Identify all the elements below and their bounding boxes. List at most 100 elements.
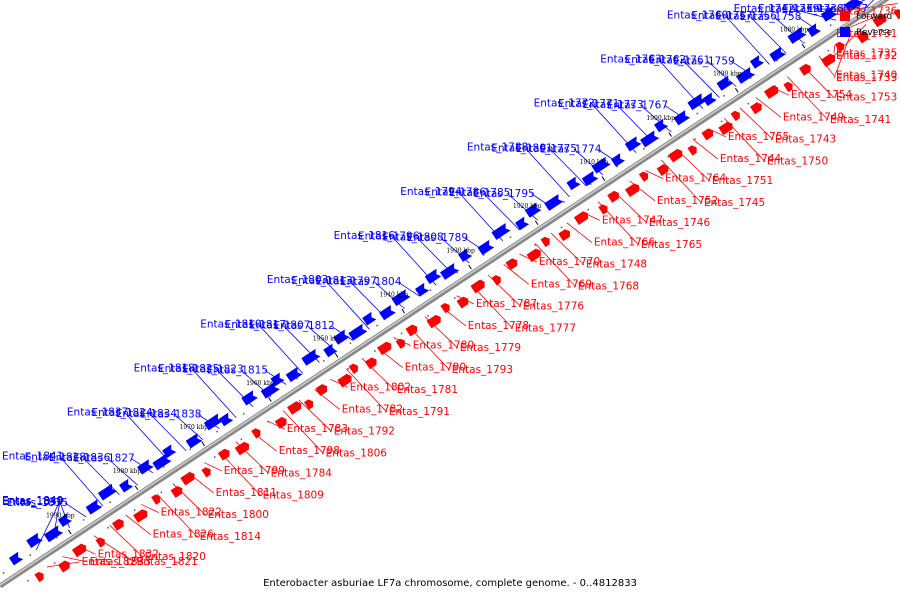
forward-gene-arrow	[251, 428, 261, 439]
gene-label: Entas_1841	[2, 451, 63, 463]
gene-label: Entas_1821	[137, 556, 198, 568]
reverse-gene-arrow	[270, 372, 285, 387]
axis-dot	[509, 236, 512, 238]
leader-line	[345, 368, 387, 413]
kbp-tick	[801, 43, 806, 49]
gene-label: Entas_1757	[691, 10, 752, 22]
gene-label: Entas_1795	[473, 188, 534, 200]
reverse-gene-arrow	[787, 26, 807, 44]
gene-label: Entas_1796	[358, 231, 420, 243]
gene-label: Entas_1813	[291, 275, 352, 287]
gene-label: Entas_1769	[531, 278, 592, 290]
leader-line	[141, 504, 159, 513]
forward-gene-arrow	[763, 85, 779, 99]
reverse-gene-arrow	[185, 433, 203, 449]
axis-dot	[507, 261, 509, 264]
kbp-tick	[734, 87, 739, 93]
leader-line	[755, 97, 782, 118]
axis-dot	[720, 120, 723, 123]
gene-label: Entas_1767	[607, 99, 668, 111]
forward-gene-arrow	[638, 171, 649, 182]
gene-label: Entas_1820	[145, 551, 206, 563]
forward-gene-arrow	[872, 13, 887, 28]
reverse-gene-arrow	[673, 110, 691, 126]
leader-line	[109, 525, 143, 558]
gene-features	[8, 0, 900, 583]
gene-label: Entas_1816	[334, 230, 396, 242]
gene-label: Entas_1737	[807, 3, 868, 15]
gene-label: Entas_1758	[740, 11, 801, 23]
forward-gene-arrow	[180, 471, 195, 486]
gene-label: Entas_1800	[208, 509, 269, 521]
gene-label: Entas_1828	[25, 451, 86, 463]
gene-label: Entas_1826	[153, 529, 215, 541]
axis-dot	[56, 536, 58, 539]
gene-label: Entas_1785	[449, 187, 510, 199]
leader-line	[706, 60, 737, 87]
gene-label: Entas_1775	[516, 143, 577, 155]
gene-label: Entas_1741	[830, 114, 891, 126]
forward-gene-arrow	[701, 128, 714, 141]
leader-line	[173, 413, 204, 440]
reverse-gene-arrow	[348, 323, 368, 341]
axis-dot	[80, 544, 83, 547]
forward-gene-arrow	[348, 363, 358, 374]
gene-label: Entas_1753	[836, 92, 897, 104]
forward-gene-arrow	[856, 31, 869, 44]
gene-label: Entas_1754	[791, 89, 853, 101]
leader-line	[749, 15, 787, 54]
gene-label: Entas_1802	[350, 381, 411, 393]
gene-label: Entas_1818	[134, 362, 195, 374]
forward-gene-arrow	[151, 494, 161, 505]
axis-dot	[749, 77, 752, 79]
gene-label: Entas_1794	[400, 186, 462, 198]
gene-label: Entas_1748	[586, 259, 647, 271]
axis-dot	[483, 254, 485, 256]
gene-label: Entas_1836	[49, 452, 111, 464]
reverse-gene-arrow	[769, 46, 786, 62]
forward-gene-arrow	[395, 338, 405, 349]
reverse-gene-arrow	[57, 513, 73, 527]
gene-label: Entas_1804	[340, 276, 402, 288]
leader-line	[64, 502, 87, 518]
forward-gene-arrow	[111, 518, 124, 531]
gene-label: Entas_1790	[405, 362, 466, 374]
reverse-gene-arrow	[43, 525, 64, 543]
gene-label: Entas_1742	[734, 3, 795, 15]
gene-labels: Entas_1737Entas_1738Entas_1739Entas_1742…	[2, 3, 898, 568]
leader-line	[682, 59, 720, 98]
forward-gene-arrow	[440, 302, 450, 314]
gene-label: Entas_1784	[271, 467, 333, 479]
forward-gene-arrow	[598, 204, 608, 215]
gene-label: Entas_1783	[287, 423, 348, 435]
gene-label: Entas_1811	[216, 487, 277, 499]
legend: Forward Reverse	[840, 11, 893, 38]
axis-dot	[296, 377, 298, 380]
forward-gene-arrow	[526, 248, 541, 263]
legend-label-reverse: Reverse	[856, 28, 893, 38]
reverse-gene-arrow	[806, 23, 822, 37]
gene-label: Entas_1746	[649, 217, 711, 229]
reverse-gene-arrow	[477, 239, 495, 256]
gene-label: Entas_1744	[720, 153, 782, 165]
gene-label: Entas_1749	[783, 111, 844, 123]
leader-line	[106, 457, 137, 485]
reverse-gene-arrow	[119, 478, 134, 493]
gene-label: Entas_1772	[534, 98, 595, 110]
gene-label: Entas_1760	[667, 9, 728, 21]
gene-label: Entas_1812	[273, 320, 334, 332]
gene-label: Entas_1779	[460, 342, 521, 354]
kbp-tick-label: 1900 kbp	[646, 115, 675, 122]
reverse-gene-arrow	[415, 282, 430, 297]
kbp-tick-label: 1970 kbp	[180, 424, 209, 431]
axis-dot	[774, 85, 776, 87]
reverse-gene-arrow	[524, 202, 542, 218]
axis-dot	[560, 226, 563, 229]
gene-label: Entas_1743	[775, 133, 836, 145]
kbp-tick-label: 1920 kbp	[513, 203, 542, 210]
axis-dot	[454, 297, 456, 299]
reverse-gene-arrow	[241, 390, 258, 406]
gene-label: Entas_1806	[326, 448, 388, 460]
gene-label: Entas_1793	[452, 364, 513, 376]
axis-dot	[160, 491, 163, 494]
